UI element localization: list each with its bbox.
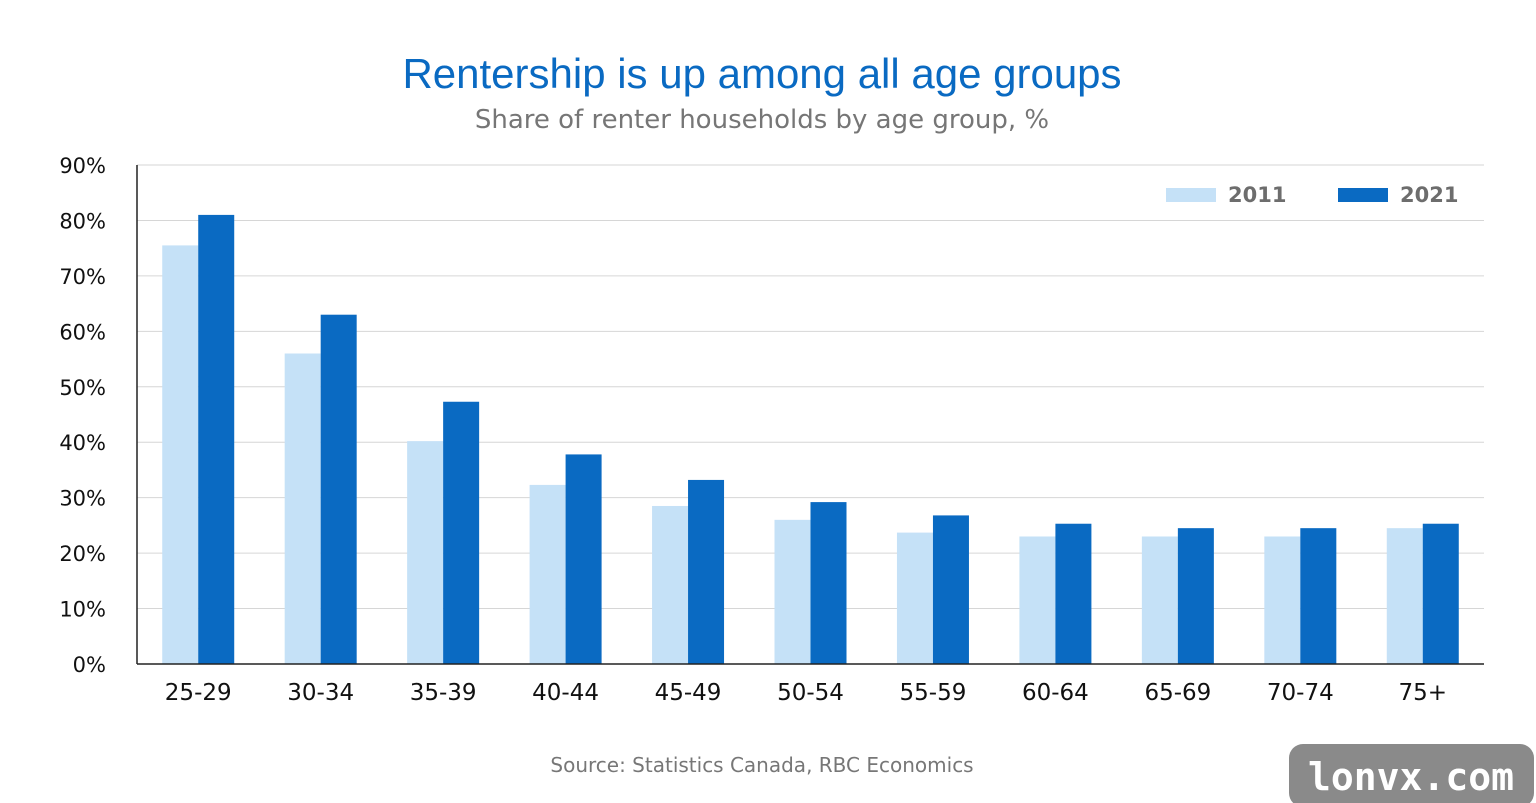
bar-2011-35-39 (407, 441, 444, 664)
legend-swatch-2021 (1338, 188, 1388, 202)
legend-swatch-2011 (1166, 188, 1216, 202)
y-tick-label: 20% (59, 542, 106, 566)
x-tick-label: 45-49 (655, 680, 722, 706)
source-note: Source: Statistics Canada, RBC Economics (550, 753, 973, 777)
chart-subtitle: Share of renter households by age group,… (475, 105, 1049, 135)
bar-2011-75+ (1386, 528, 1423, 664)
x-tick-label: 40-44 (532, 680, 599, 706)
y-tick-label: 60% (59, 320, 106, 344)
chart-title: Rentership is up among all age groups (402, 50, 1121, 97)
y-tick-label: 50% (59, 376, 106, 400)
x-tick-label: 75+ (1398, 680, 1447, 706)
bar-2021-25-29 (198, 214, 235, 664)
bar-2011-45-49 (652, 505, 689, 664)
bar-2011-70-74 (1264, 536, 1301, 664)
bar-2011-30-34 (284, 353, 321, 664)
bar-2011-60-64 (1019, 536, 1056, 664)
y-tick-label: 80% (59, 209, 106, 233)
legend: 2011 2021 (1166, 183, 1458, 207)
y-tick-label: 30% (59, 487, 106, 511)
bar-2021-45-49 (688, 479, 725, 664)
bar-2011-25-29 (162, 245, 199, 664)
watermark-badge: lonvx.com (1289, 744, 1534, 803)
x-tick-label: 25-29 (165, 680, 232, 706)
x-tick-label: 30-34 (287, 680, 354, 706)
bar-2021-65-69 (1177, 528, 1214, 664)
bar-2021-30-34 (320, 314, 357, 664)
bar-2011-50-54 (774, 519, 811, 664)
watermark-background (1289, 744, 1534, 803)
bars (162, 214, 1459, 664)
bar-2011-40-44 (529, 484, 566, 664)
bar-2021-50-54 (810, 502, 847, 664)
legend-label-2011: 2011 (1228, 183, 1286, 207)
x-tick-label: 50-54 (777, 680, 844, 706)
bar-2021-55-59 (932, 515, 969, 664)
legend-label-2021: 2021 (1400, 183, 1458, 207)
y-tick-label: 40% (59, 431, 106, 455)
x-tick-label: 55-59 (900, 680, 967, 706)
x-tick-label: 35-39 (410, 680, 477, 706)
x-tick-label: 65-69 (1144, 680, 1211, 706)
x-tick-label: 70-74 (1267, 680, 1334, 706)
y-tick-label: 90% (59, 154, 106, 178)
bar-2021-75+ (1422, 523, 1459, 664)
y-tick-label: 70% (59, 265, 106, 289)
x-tick-label: 60-64 (1022, 680, 1089, 706)
bar-2011-55-59 (896, 532, 933, 664)
bar-2021-35-39 (443, 401, 480, 664)
y-tick-label: 0% (73, 653, 106, 677)
bar-2021-70-74 (1300, 528, 1337, 664)
bar-2021-40-44 (565, 454, 602, 664)
watermark-text: lonvx.com (1308, 755, 1514, 799)
grid (137, 164, 1484, 610)
y-tick-label: 10% (59, 598, 106, 622)
bar-2021-60-64 (1055, 523, 1092, 664)
bar-2011-65-69 (1141, 536, 1178, 664)
axes: 0% 10% 20% 30% 40% 50% 60% 70% 80% 90% 25-29 30-34 3… (59, 154, 1484, 706)
